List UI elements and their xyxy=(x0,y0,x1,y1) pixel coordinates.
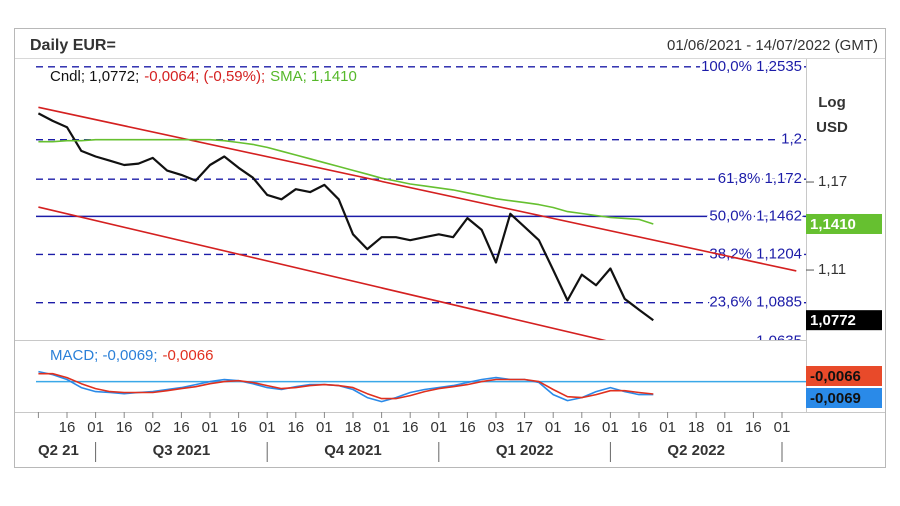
frame xyxy=(14,28,886,468)
x-tick-label: 01 xyxy=(602,419,619,436)
quarter-label: Q4 2021 xyxy=(324,442,382,459)
x-tick-label: 01 xyxy=(545,419,562,436)
price-plot: 100,0% 1,2535 1,2 61,8% 1,172 50,0% 1,1462 3… xyxy=(36,58,806,350)
x-tick-label: 01 xyxy=(259,419,276,436)
x-tick-label: 01 xyxy=(202,419,219,436)
series-line xyxy=(38,372,654,400)
value-box xyxy=(806,388,882,408)
y-axis-label: Log xyxy=(818,94,846,111)
trendline xyxy=(38,206,607,340)
legend: MACD; -0,0069; -0,0066 xyxy=(50,347,213,364)
x-tick-label: 01 xyxy=(774,419,791,436)
x-tick-label: 16 xyxy=(287,419,304,436)
value-box-label: -0,0069 xyxy=(810,390,861,407)
x-tick-label: 18 xyxy=(345,419,362,436)
legend-item: -0,0066 xyxy=(163,347,214,364)
value-box xyxy=(806,213,882,234)
y-tick-label: 1,11 xyxy=(818,261,846,278)
fib-label: 38,2% 1,1204 xyxy=(709,245,802,262)
quarter-label: Q2 2022 xyxy=(667,442,725,459)
trendline xyxy=(38,106,797,272)
fib-label: 23,6% 1,0885 xyxy=(709,294,802,311)
title: Daily EUR= xyxy=(30,37,116,54)
fib-label: 61,8% 1,172 xyxy=(718,170,802,187)
x-tick-label: 16 xyxy=(631,419,648,436)
fib-label: 1,0635 xyxy=(756,333,802,350)
value-box xyxy=(806,310,882,331)
x-tick-label: 17 xyxy=(516,419,533,436)
fib-label: 50,0% 1,1462 xyxy=(709,207,802,224)
series-line xyxy=(37,112,654,322)
legend-item: Cndl; 1,0772; xyxy=(50,68,139,85)
x-tick-label: 01 xyxy=(659,419,676,436)
x-tick-label: 18 xyxy=(688,419,705,436)
y-tick-label: 1,17 xyxy=(818,173,847,190)
series-line xyxy=(38,138,654,225)
value-box xyxy=(806,366,882,386)
annotations: Cndl; 1,0772; -0,0064; (-0,59%); SMA; 1,14… xyxy=(50,68,882,408)
x-tick-label: 03 xyxy=(488,419,505,436)
fib-label: 100,0% 1,2535 xyxy=(701,58,802,75)
value-box-label: -0,0066 xyxy=(810,368,861,385)
value-box-label: 1,0772 xyxy=(810,312,856,329)
fib-label: 1,2 xyxy=(781,131,802,148)
x-tick-label: 16 xyxy=(402,419,419,436)
x-tick-label: 16 xyxy=(230,419,247,436)
x-tick-label: 16 xyxy=(573,419,590,436)
x-tick-label: 16 xyxy=(745,419,762,436)
x-tick-label: 01 xyxy=(716,419,733,436)
quarter-label: Q2 21 xyxy=(38,442,79,459)
x-tick-label: 01 xyxy=(373,419,390,436)
date-range: 01/06/2021 - 14/07/2022 (GMT) xyxy=(667,37,878,54)
x-tick-label: 01 xyxy=(316,419,333,436)
legend: Cndl; 1,0772; -0,0064; (-0,59%); SMA; 1,14… xyxy=(50,68,357,85)
x-tick-label: 02 xyxy=(144,419,161,436)
quarter-label: Q1 2022 xyxy=(496,442,554,459)
x-tick-label: 01 xyxy=(430,419,447,436)
x-tick-label: 16 xyxy=(173,419,190,436)
quarter-label: Q3 2021 xyxy=(153,442,211,459)
legend-item: SMA; 1,1410 xyxy=(270,68,357,85)
legend-item: MACD; -0,0069; xyxy=(50,347,158,364)
value-box-label: 1,1410 xyxy=(810,216,856,233)
y-axis-label: USD xyxy=(816,119,848,136)
x-tick-label: 16 xyxy=(459,419,476,436)
x-tick-label: 16 xyxy=(116,419,133,436)
x-tick-label: 01 xyxy=(87,419,104,436)
x-tick-label: 16 xyxy=(59,419,76,436)
legend-item: -0,0064; (-0,59%); xyxy=(144,68,265,85)
macd-plot xyxy=(36,370,806,403)
